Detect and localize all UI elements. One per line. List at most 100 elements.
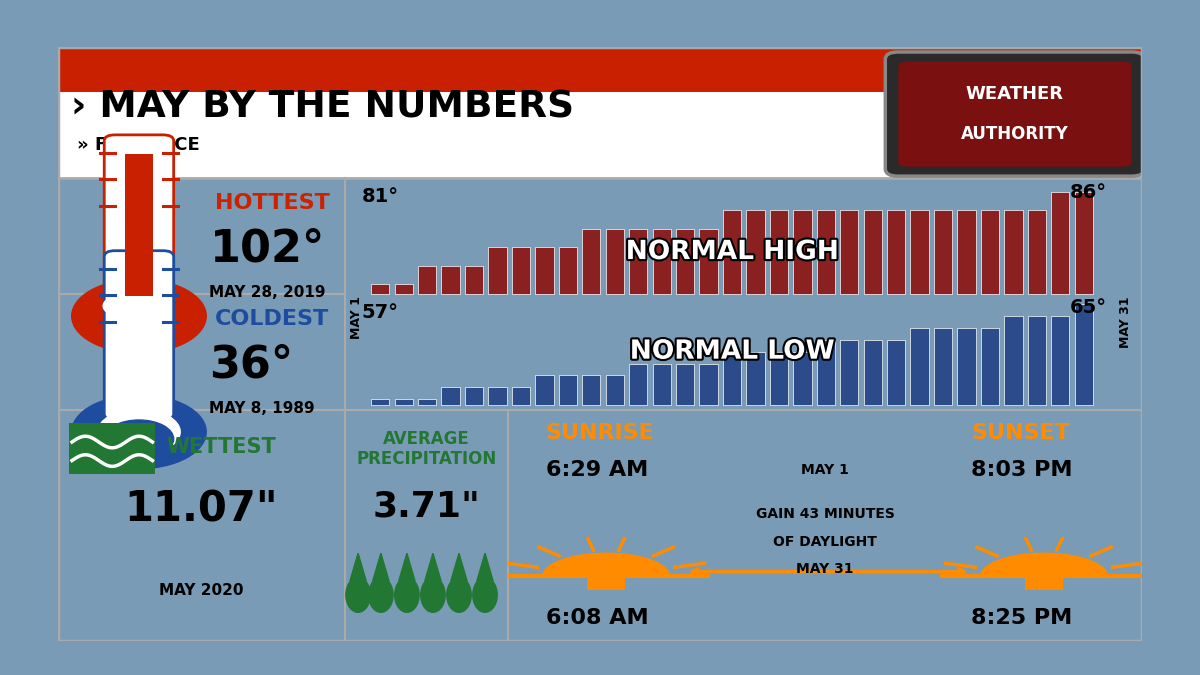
Text: HOTTEST: HOTTEST xyxy=(215,193,330,213)
Text: › MAY BY THE NUMBERS: › MAY BY THE NUMBERS xyxy=(71,90,574,126)
FancyBboxPatch shape xyxy=(70,423,155,475)
Bar xyxy=(395,399,413,405)
Bar xyxy=(1051,192,1069,294)
Text: AVERAGE
PRECIPITATION: AVERAGE PRECIPITATION xyxy=(356,429,497,468)
Bar xyxy=(793,211,811,294)
Bar xyxy=(864,211,882,294)
Text: 8:25 PM: 8:25 PM xyxy=(971,608,1073,628)
Bar xyxy=(911,328,929,405)
Bar xyxy=(653,364,671,405)
Bar xyxy=(582,229,600,294)
Bar xyxy=(488,248,506,294)
Bar xyxy=(606,375,624,405)
Text: COLDEST: COLDEST xyxy=(215,309,329,329)
Polygon shape xyxy=(990,557,1098,576)
Circle shape xyxy=(72,279,206,353)
Text: 6:29 AM: 6:29 AM xyxy=(546,460,648,480)
FancyBboxPatch shape xyxy=(886,52,1145,176)
Circle shape xyxy=(346,578,371,612)
Circle shape xyxy=(104,420,174,458)
Bar xyxy=(700,229,718,294)
FancyBboxPatch shape xyxy=(58,92,1142,178)
Bar xyxy=(1004,211,1022,294)
Bar xyxy=(559,375,577,405)
FancyBboxPatch shape xyxy=(58,47,1142,92)
Polygon shape xyxy=(980,554,1108,576)
Circle shape xyxy=(395,578,419,612)
Text: 11.07": 11.07" xyxy=(125,488,278,530)
Circle shape xyxy=(368,578,394,612)
Bar xyxy=(1075,192,1093,294)
Bar xyxy=(980,211,1000,294)
Bar xyxy=(817,340,835,405)
Bar xyxy=(464,266,484,294)
Text: WEATHER: WEATHER xyxy=(966,85,1064,103)
Bar xyxy=(418,266,437,294)
Bar xyxy=(582,375,600,405)
Bar xyxy=(980,328,1000,405)
Bar xyxy=(488,387,506,405)
Text: 81°: 81° xyxy=(361,187,398,206)
Bar xyxy=(769,352,788,405)
Text: 57°: 57° xyxy=(361,303,398,322)
Bar xyxy=(746,211,764,294)
Bar xyxy=(606,229,624,294)
Text: » FLORENCE: » FLORENCE xyxy=(77,136,200,155)
Text: MAY 31: MAY 31 xyxy=(797,562,854,576)
Text: 36°: 36° xyxy=(210,344,294,386)
Bar xyxy=(840,211,858,294)
Bar xyxy=(887,340,905,405)
Bar xyxy=(722,352,742,405)
Bar xyxy=(746,352,764,405)
Circle shape xyxy=(72,395,206,468)
Bar xyxy=(512,387,530,405)
Text: MAY 8, 1989: MAY 8, 1989 xyxy=(210,400,316,416)
Text: MAY 1: MAY 1 xyxy=(350,296,364,339)
Bar xyxy=(676,364,695,405)
Bar xyxy=(840,340,858,405)
Bar xyxy=(629,364,647,405)
Text: 8:03 PM: 8:03 PM xyxy=(971,460,1073,480)
Bar xyxy=(1051,316,1069,405)
Polygon shape xyxy=(451,554,467,581)
Bar xyxy=(934,328,953,405)
Bar xyxy=(442,266,460,294)
Polygon shape xyxy=(373,554,389,581)
Text: 3.71": 3.71" xyxy=(372,490,480,524)
Bar xyxy=(911,211,929,294)
Bar xyxy=(653,229,671,294)
Bar xyxy=(769,211,788,294)
Bar xyxy=(395,284,413,294)
Bar xyxy=(535,248,553,294)
FancyBboxPatch shape xyxy=(587,578,625,590)
Bar xyxy=(1075,304,1093,405)
Polygon shape xyxy=(350,554,366,581)
Polygon shape xyxy=(425,554,442,581)
Circle shape xyxy=(97,409,180,454)
FancyBboxPatch shape xyxy=(125,154,154,296)
Bar xyxy=(1027,211,1046,294)
Bar xyxy=(629,229,647,294)
Bar xyxy=(512,248,530,294)
Text: GAIN 43 MINUTES: GAIN 43 MINUTES xyxy=(756,507,894,521)
Text: NORMAL HIGH: NORMAL HIGH xyxy=(625,239,839,265)
Bar xyxy=(1027,316,1046,405)
Text: MAY 31: MAY 31 xyxy=(1120,296,1133,348)
Text: SUNRISE: SUNRISE xyxy=(546,423,655,443)
Bar xyxy=(887,211,905,294)
Circle shape xyxy=(103,295,143,317)
FancyBboxPatch shape xyxy=(104,250,174,420)
Circle shape xyxy=(473,578,497,612)
Text: WETTEST: WETTEST xyxy=(167,437,276,457)
Bar xyxy=(1004,316,1022,405)
Text: SUNSET: SUNSET xyxy=(971,423,1070,443)
FancyBboxPatch shape xyxy=(104,135,174,304)
Bar xyxy=(958,328,976,405)
Polygon shape xyxy=(552,557,660,576)
Bar xyxy=(371,399,389,405)
Bar xyxy=(793,352,811,405)
Text: 6:08 AM: 6:08 AM xyxy=(546,608,648,628)
Bar xyxy=(676,229,695,294)
Text: AUTHORITY: AUTHORITY xyxy=(961,125,1069,143)
FancyBboxPatch shape xyxy=(899,61,1132,167)
